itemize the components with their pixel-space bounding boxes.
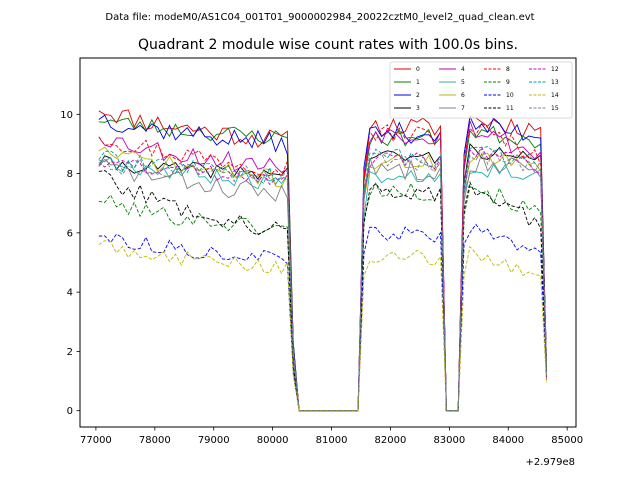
legend-label-10: 10	[506, 92, 514, 99]
legend-label-15: 15	[551, 105, 559, 112]
x-tick-label: 82000	[375, 435, 407, 446]
x-tick-label: 80000	[257, 435, 289, 446]
axes-frame	[79, 57, 577, 428]
legend-label-14: 14	[551, 92, 559, 99]
series-line-15	[98, 147, 547, 412]
legend-label-13: 13	[551, 79, 559, 86]
legend-label-2: 2	[416, 92, 420, 99]
axes: 77000 78000 79000 80000 81000 82000 83000 84000…	[60, 57, 583, 446]
series-line-12	[98, 146, 547, 412]
legend-label-11: 11	[506, 105, 514, 112]
chart-suptitle: Data file: modeM0/AS1C04_001T01_90000029…	[105, 12, 534, 23]
legend-label-8: 8	[506, 66, 510, 73]
x-tick-label: 84000	[492, 435, 524, 446]
chart-title: Quadrant 2 module wise count rates with …	[138, 37, 518, 53]
x-tick-label: 83000	[433, 435, 465, 446]
legend-label-9: 9	[506, 79, 510, 86]
legend-label-12: 12	[551, 66, 559, 73]
y-tick-label: 6	[67, 228, 73, 239]
y-tick-label: 10	[60, 110, 73, 121]
series-layer	[98, 109, 547, 412]
x-tick-label: 79000	[198, 435, 230, 446]
x-tick-label: 81000	[316, 435, 348, 446]
x-tick-label: 78000	[139, 435, 171, 446]
legend-label-0: 0	[416, 66, 420, 73]
x-tick-label: 85000	[551, 435, 583, 446]
y-tick-label: 4	[67, 288, 73, 299]
y-tick-label: 8	[67, 169, 73, 180]
x-offset-label: +2.979e8	[525, 457, 575, 468]
legend-label-6: 6	[461, 92, 465, 99]
x-tick-label: 77000	[80, 435, 112, 446]
series-line-14	[98, 240, 547, 412]
legend-label-1: 1	[416, 79, 420, 86]
legend-box	[389, 61, 573, 119]
y-tick-label: 0	[67, 406, 73, 417]
legend-label-4: 4	[461, 66, 465, 73]
legend-label-3: 3	[416, 105, 420, 112]
y-tick-label: 2	[67, 347, 73, 358]
legend-label-5: 5	[461, 79, 465, 86]
legend-label-7: 7	[461, 105, 465, 112]
series-line-11	[98, 170, 547, 412]
